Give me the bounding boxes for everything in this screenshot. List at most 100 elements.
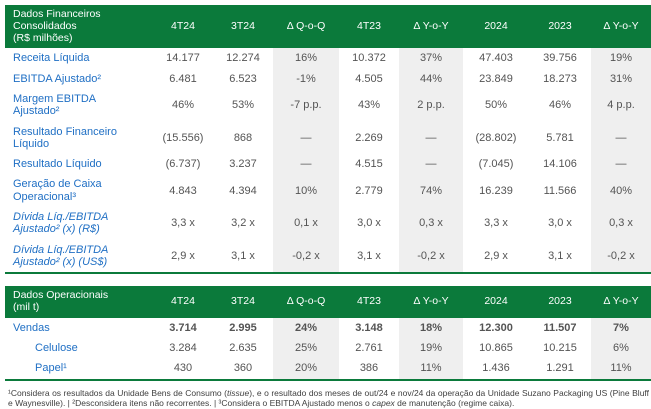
row-label: Papel¹	[35, 362, 67, 375]
footnote-text: de manutenção (regime caixa).	[394, 398, 515, 409]
column-header: 4T24	[153, 5, 213, 49]
cell-value: 11%	[591, 358, 651, 380]
row-label: Celulose	[35, 342, 78, 355]
cell-value: 868	[233, 131, 253, 144]
cell-value: —	[399, 154, 463, 175]
cell-value: 0,3 x	[399, 207, 463, 240]
cell-value: 386	[359, 362, 379, 375]
cell-value: 6.481	[169, 72, 197, 85]
cell-value: 12.300	[479, 321, 513, 334]
table-row: Celulose 3.284 2.635 25% 2.761 19% 10.865 10.21…	[5, 338, 651, 359]
cell-value: —	[273, 154, 339, 175]
financial-title-unit: (R$ milhões)	[13, 31, 73, 44]
cell-value: 10%	[273, 174, 339, 208]
column-header: Δ Y-o-Y	[591, 286, 651, 318]
cell-value: 2.779	[355, 184, 383, 197]
column-header: 2024	[463, 286, 529, 318]
cell-value: 7%	[591, 317, 651, 339]
cell-value: 16.239	[479, 184, 513, 197]
cell-value: 25%	[273, 338, 339, 359]
cell-value: 1.291	[546, 362, 574, 375]
cell-value: 14.177	[166, 52, 200, 65]
cell-value: 0,3 x	[591, 207, 651, 240]
operational-table-body: Vendas 3.714 2.995 24% 3.148 18% 12.300 11.507 7…	[5, 317, 651, 380]
cell-value: 2.761	[355, 342, 383, 355]
column-header: 4T23	[339, 286, 399, 318]
footnote-italic-term: capex	[372, 398, 395, 409]
cell-value: 50%	[484, 99, 508, 112]
cell-value: 43%	[357, 99, 381, 112]
cell-value: 40%	[591, 174, 651, 208]
column-header: 2023	[529, 5, 591, 49]
cell-value: 0,1 x	[273, 207, 339, 240]
cell-value: 20%	[273, 358, 339, 380]
column-header: Δ Y-o-Y	[591, 5, 651, 49]
cell-value: 19%	[399, 338, 463, 359]
operational-header-row: Dados Operacionais (mil t) 4T24 3T24 Δ Q-o…	[5, 286, 651, 318]
financial-title-text: Dados Financeiros Consolidados	[13, 8, 101, 32]
table-row: Dívida Líq./EBITDA Ajustado² (x) (US$) 2,…	[5, 239, 651, 274]
cell-value: 12.274	[226, 52, 260, 65]
cell-value: 3,0 x	[548, 217, 572, 230]
cell-value: (7.045)	[478, 158, 514, 171]
table-row: Resultado Líquido (6.737) 3.237 — 4.515 — (7.0…	[5, 154, 651, 175]
column-header: Δ Y-o-Y	[399, 5, 463, 49]
column-header: Δ Y-o-Y	[399, 286, 463, 318]
cell-value: 430	[173, 362, 193, 375]
table-row: Margem EBITDA Ajustado² 46% 53% -7 p.p. 43% 2…	[5, 88, 651, 122]
footnote-italic-term: tissue	[226, 387, 250, 398]
cell-value: —	[399, 121, 463, 155]
row-label: Margem EBITDA Ajustado²	[13, 92, 96, 118]
cell-value: (6.737)	[165, 158, 201, 171]
cell-value: 46%	[548, 99, 572, 112]
cell-value: 2.995	[229, 321, 257, 334]
cell-value: 10.215	[543, 342, 577, 355]
row-label: Receita Líquida	[13, 52, 90, 65]
cell-value: 39.756	[543, 52, 577, 65]
cell-value: 4.394	[229, 184, 257, 197]
cell-value: 11%	[399, 358, 463, 380]
row-label: Geração de Caixa Operacional³	[13, 178, 102, 203]
cell-value: -1%	[273, 68, 339, 89]
cell-value: —	[591, 121, 651, 155]
operational-title-text: Dados Operacionais	[13, 289, 109, 302]
cell-value: 3,1 x	[231, 249, 255, 262]
cell-value: (15.556)	[162, 131, 204, 144]
cell-value: 3,1 x	[548, 249, 572, 262]
cell-value: 3.148	[355, 321, 383, 334]
footnotes: ¹Considera os resultados da Unidade Bens…	[5, 388, 651, 409]
row-label: Vendas	[13, 321, 50, 334]
row-label: Resultado Líquido	[13, 158, 102, 171]
cell-value: 3.237	[229, 158, 257, 171]
table-row: Geração de Caixa Operacional³ 4.843 4.394 1…	[5, 174, 651, 208]
cell-value: 24%	[273, 317, 339, 339]
table-row: Dívida Líq./EBITDA Ajustado² (x) (R$) 3,3…	[5, 207, 651, 240]
cell-value: 2 p.p.	[399, 88, 463, 122]
table-row: Vendas 3.714 2.995 24% 3.148 18% 12.300 11.507 7…	[5, 317, 651, 339]
cell-value: 10.865	[479, 342, 513, 355]
cell-value: 14.106	[543, 158, 577, 171]
cell-value: 6%	[591, 338, 651, 359]
cell-value: 4.515	[355, 158, 383, 171]
cell-value: 4.843	[169, 184, 197, 197]
financial-table-body: Receita Líquida 14.177 12.274 16% 10.372 37% 4…	[5, 48, 651, 274]
row-label: Dívida Líq./EBITDA Ajustado² (x) (US$)	[13, 243, 108, 268]
column-header: Δ Q-o-Q	[273, 286, 339, 318]
row-label: EBITDA Ajustado²	[13, 72, 102, 85]
cell-value: 53%	[231, 99, 255, 112]
cell-value: 4.505	[355, 72, 383, 85]
cell-value: 31%	[591, 68, 651, 89]
column-header: Δ Q-o-Q	[273, 5, 339, 49]
cell-value: 3,2 x	[231, 217, 255, 230]
row-label: Dívida Líq./EBITDA Ajustado² (x) (R$)	[13, 211, 108, 236]
table-row: Papel¹ 430 360 20% 386 11% 1.436 1.291 11%	[5, 358, 651, 380]
column-header: 3T24	[213, 286, 273, 318]
cell-value: 44%	[399, 68, 463, 89]
cell-value: 11.507	[543, 321, 577, 334]
operational-table-title: Dados Operacionais (mil t)	[5, 286, 153, 318]
cell-value: 23.849	[479, 72, 513, 85]
column-header: 4T23	[339, 5, 399, 49]
cell-value: 47.403	[479, 52, 513, 65]
cell-value: -7 p.p.	[273, 88, 339, 122]
